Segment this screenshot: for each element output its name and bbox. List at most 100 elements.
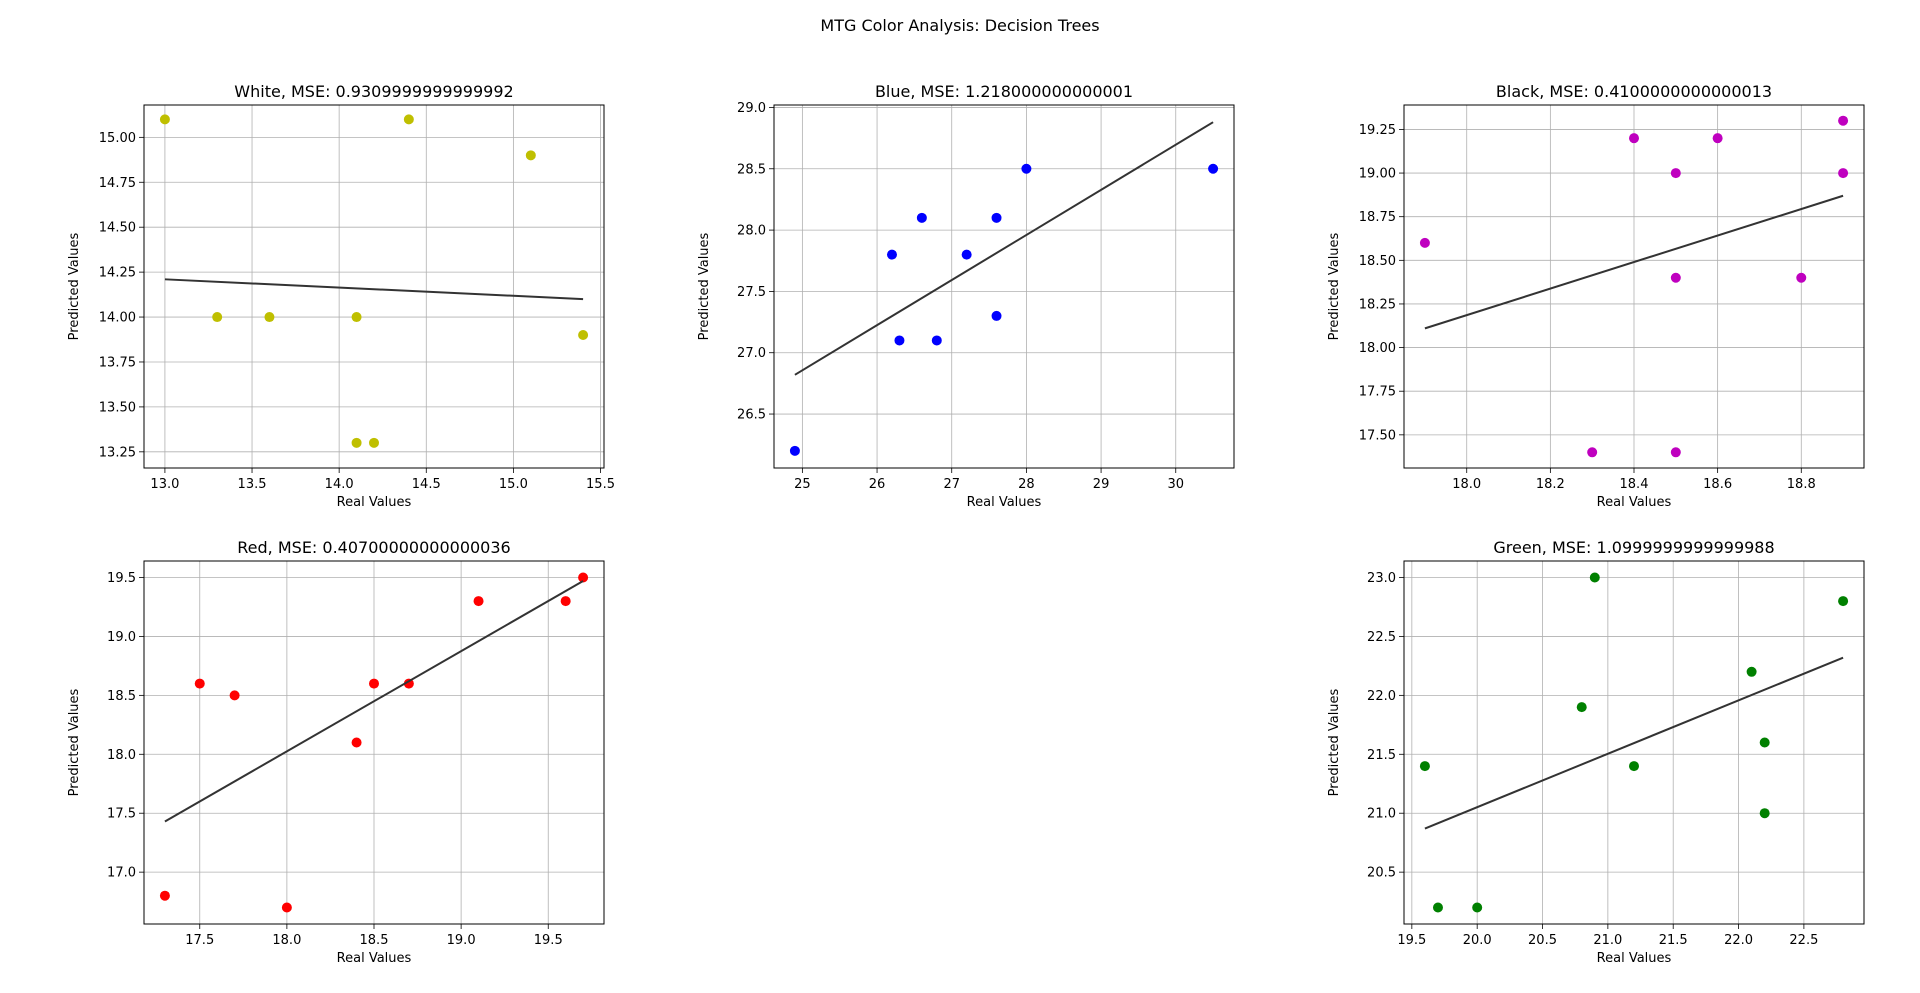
data-point [1838, 115, 1849, 126]
grid [774, 105, 1234, 468]
y-tick-label: 18.00 [1359, 341, 1396, 356]
fit-line [164, 278, 584, 301]
y-tick-label: 18.25 [1359, 297, 1396, 312]
y-tick-label: 21.5 [1367, 748, 1396, 763]
y-tick-label: 26.5 [737, 408, 766, 423]
x-tick-label: 18.8 [1787, 477, 1816, 492]
data-point [894, 335, 905, 346]
data-point [1419, 237, 1430, 248]
y-tick-label: 18.50 [1359, 254, 1396, 269]
y-axis-label: Predicted Values [1327, 688, 1342, 796]
y-tick-label: 14.50 [99, 221, 136, 236]
x-tick-label: 18.0 [1452, 477, 1481, 492]
x-tick-label: 15.0 [499, 477, 528, 492]
y-tick-label: 29.0 [737, 101, 766, 116]
data-point [578, 572, 589, 583]
data-point [1432, 902, 1443, 913]
x-tick-label: 29 [1093, 477, 1110, 492]
data-point [1759, 808, 1770, 819]
fit-line [1424, 194, 1844, 330]
plot-frame [143, 560, 605, 925]
data-point [1759, 737, 1770, 748]
chart-title: Green, MSE: 1.0999999999999988 [1493, 538, 1774, 557]
x-tick-label: 17.5 [185, 933, 214, 948]
chart-svg: Red, MSE: 0.40700000000000036 17.5 18.0 18.… [67, 538, 605, 966]
data-point [1670, 168, 1681, 179]
data-point [351, 312, 362, 323]
y-tick-label: 19.25 [1359, 123, 1396, 138]
y-tick-label: 18.5 [107, 689, 136, 704]
y-tick-label: 23.0 [1367, 571, 1396, 586]
fit-line [794, 121, 1214, 376]
x-tick-label: 19.0 [447, 933, 476, 948]
chart-title: Blue, MSE: 1.218000000000001 [875, 82, 1133, 101]
data-point [1208, 163, 1219, 174]
data-point [1838, 596, 1849, 607]
data-point [789, 445, 800, 456]
y-axis-label: Predicted Values [67, 688, 82, 796]
y-tick-label: 13.50 [99, 400, 136, 415]
data-point [916, 212, 927, 223]
x-tick-label: 20.5 [1528, 933, 1557, 948]
x-tick-label: 13.0 [150, 477, 179, 492]
scatter-points [789, 163, 1219, 456]
data-point [886, 249, 897, 260]
data-point [991, 212, 1002, 223]
data-point [351, 737, 362, 748]
grid [144, 561, 604, 924]
x-tick-label: 27 [943, 477, 960, 492]
fit-line [164, 580, 584, 823]
x-axis-label: Real Values [1597, 495, 1672, 510]
y-tick-label: 17.75 [1359, 385, 1396, 400]
y-tick-label: 17.5 [107, 807, 136, 822]
data-point [264, 312, 275, 323]
grid [1404, 105, 1864, 468]
chart-svg: Green, MSE: 1.0999999999999988 19.5 20.0 20… [1327, 538, 1865, 966]
plot-frame [1403, 560, 1865, 925]
y-tick-label: 14.25 [99, 266, 136, 281]
white-panel: White, MSE: 0.9309999999999992 13.0 13.5 14… [40, 75, 620, 519]
y-tick-label: 14.75 [99, 176, 136, 191]
y-tick-label: 19.5 [107, 571, 136, 586]
x-tick-label: 21.5 [1659, 933, 1688, 948]
data-point [1796, 272, 1807, 283]
chart-svg: Blue, MSE: 1.218000000000001 25 26 27 28 29 30… [697, 82, 1235, 510]
x-tick-label: 30 [1167, 477, 1184, 492]
y-tick-label: 20.5 [1367, 866, 1396, 881]
data-point [525, 150, 536, 161]
plot-frame [143, 104, 605, 469]
x-tick-label: 25 [794, 477, 811, 492]
fit-line [1424, 656, 1844, 830]
scatter-points [159, 572, 589, 913]
data-point [1746, 666, 1757, 677]
data-point [1670, 447, 1681, 458]
y-tick-label: 13.25 [99, 445, 136, 460]
data-point [369, 678, 379, 689]
data-point [1472, 902, 1483, 913]
x-axis-label: Real Values [967, 495, 1042, 510]
x-tick-label: 18.2 [1536, 477, 1565, 492]
data-point [1838, 168, 1849, 179]
x-tick-label: 13.5 [238, 477, 267, 492]
y-tick-label: 22.0 [1367, 689, 1396, 704]
y-tick-label: 21.0 [1367, 807, 1396, 822]
plot-frame [773, 104, 1235, 469]
data-point [1419, 761, 1430, 772]
chart-title: Black, MSE: 0.4100000000000013 [1496, 82, 1772, 101]
y-tick-label: 19.0 [107, 630, 136, 645]
data-point [961, 249, 972, 260]
y-tick-label: 27.0 [737, 346, 766, 361]
data-point [578, 330, 589, 341]
data-point [1576, 702, 1587, 713]
data-point [159, 890, 170, 901]
data-point [1021, 163, 1032, 174]
grid [144, 105, 604, 468]
x-tick-label: 14.5 [412, 477, 441, 492]
red-panel: Red, MSE: 0.40700000000000036 17.5 18.0 18.… [40, 531, 620, 975]
data-point [403, 678, 414, 689]
data-point [403, 114, 414, 125]
chart-svg: White, MSE: 0.9309999999999992 13.0 13.5 14… [67, 82, 615, 510]
data-point [351, 437, 362, 448]
data-point [1712, 133, 1723, 144]
y-tick-label: 15.00 [99, 131, 136, 146]
